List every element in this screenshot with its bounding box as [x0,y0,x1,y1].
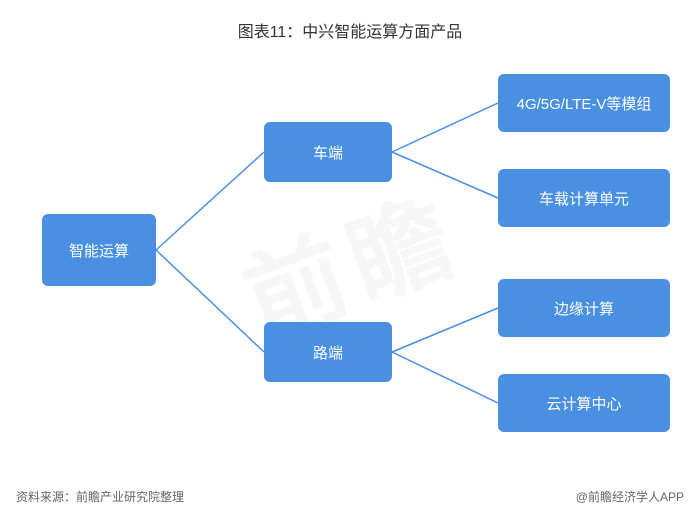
tree-node: 云计算中心 [498,374,670,432]
tree-edge [392,352,498,403]
tree-edge [156,250,264,352]
source-attribution: 资料来源：前瞻产业研究院整理 [16,488,184,505]
tree-edge [156,152,264,250]
tree-node: 路端 [264,322,392,382]
chart-title: 图表11：中兴智能运算方面产品 [0,0,700,42]
tree-edge [392,152,498,198]
tree-diagram: 智能运算 车端路端 4G/5G/LTE-V等模组车载计算单元边缘计算云计算中心 [0,60,700,460]
brand-attribution: @前瞻经济学人APP [576,488,684,505]
tree-node: 智能运算 [42,214,156,286]
tree-edge [392,308,498,352]
tree-node: 车载计算单元 [498,169,670,227]
tree-edge [392,103,498,152]
tree-node: 4G/5G/LTE-V等模组 [498,74,670,132]
tree-node: 边缘计算 [498,279,670,337]
tree-node: 车端 [264,122,392,182]
